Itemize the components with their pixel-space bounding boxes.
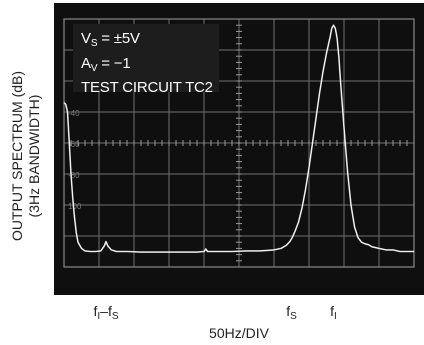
- gain-label: AV = −1: [81, 54, 131, 74]
- test-conditions-box: VS = ±5V AV = −1 TEST CIRCUIT TC2: [73, 24, 219, 96]
- scope-scale-label: -40: [68, 109, 80, 118]
- y-axis-label: OUTPUT SPECTRUM (dB) (3Hz BANDWIDTH): [6, 20, 50, 292]
- graticule-border: [63, 18, 415, 268]
- x-marker-label: fS: [286, 303, 297, 322]
- scope-scale-label: -80: [68, 171, 80, 180]
- supply-voltage-label: VS = ±5V: [81, 30, 140, 49]
- x-marker-label: fI–fS: [93, 303, 119, 322]
- oscilloscope-screen: -40 -60 -80 100 VS = ±5V AV = −1 TEST CIRCU…: [54, 3, 424, 295]
- y-axis-label-line1: OUTPUT SPECTRUM (dB): [9, 71, 25, 241]
- x-axis-label: 50Hz/DIV: [209, 325, 269, 341]
- y-axis-label-line2: (3Hz BANDWIDTH): [26, 95, 42, 218]
- scope-scale-labels: -40 -60 -80 100: [68, 109, 82, 211]
- spectrum-line-core: [63, 24, 414, 253]
- scope-scale-label: 100: [68, 202, 82, 211]
- scope-scale-label: -60: [68, 140, 80, 149]
- spectrum-trace: [63, 24, 414, 253]
- graticule: [63, 18, 415, 268]
- test-circuit-label: TEST CIRCUIT TC2: [81, 79, 213, 96]
- x-marker-label: fI: [330, 303, 337, 322]
